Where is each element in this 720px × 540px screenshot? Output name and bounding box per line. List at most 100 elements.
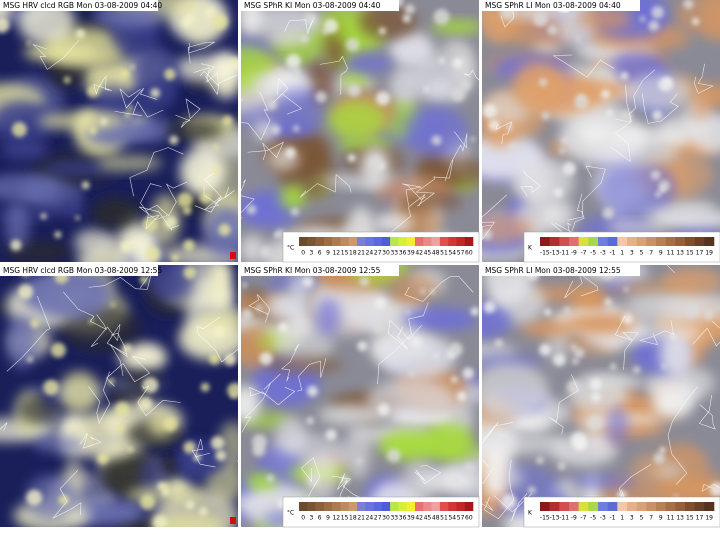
colorbar-segment xyxy=(646,237,657,246)
cloud-cell xyxy=(450,86,466,102)
colorbar-segment xyxy=(694,237,705,246)
colorbar-tick-label: 12 xyxy=(332,250,340,257)
satellite-image xyxy=(0,265,238,527)
cloud-patch xyxy=(373,213,413,233)
cloud-patch xyxy=(659,334,694,377)
border-line xyxy=(463,69,479,81)
cloud-cell xyxy=(600,89,610,99)
cloud-cell xyxy=(553,187,564,198)
colorbar-tick-label: 36 xyxy=(399,250,407,257)
colorbar-tick-label: 9 xyxy=(659,250,663,257)
cloud-cell xyxy=(223,353,237,366)
cloud-cell xyxy=(259,352,273,366)
colorbar-tick-label: 36 xyxy=(399,515,407,522)
cloud-cell xyxy=(575,36,581,42)
cloud-patch xyxy=(263,356,343,374)
border-line xyxy=(415,159,454,207)
colorbar-segment xyxy=(627,237,637,246)
cloud-cell xyxy=(142,377,159,394)
colorbar-tick-label: 48 xyxy=(432,515,440,522)
colorbar-segment xyxy=(675,502,686,511)
cloud-cell xyxy=(75,215,80,221)
border-line xyxy=(137,385,181,417)
cloud-patch xyxy=(624,73,694,111)
panel: MSG SPhR LI Mon 03-08-2009 12:55K-15 -13-… xyxy=(482,265,720,528)
colorbar-tick-label: 45 xyxy=(424,250,432,257)
border-line xyxy=(387,319,422,350)
colorbar-tick-label: 3 xyxy=(630,515,634,522)
cloud-cell xyxy=(557,462,566,471)
border-line xyxy=(552,54,615,78)
cloud-patch xyxy=(266,32,309,45)
cloud-cell xyxy=(276,68,283,75)
cloud-patch xyxy=(32,435,86,454)
cloud-cell xyxy=(375,91,390,106)
cloud-patch xyxy=(19,396,55,424)
border-line xyxy=(414,465,442,485)
colorbar-unit: °C xyxy=(287,510,294,517)
cloud-cell xyxy=(325,429,337,441)
colorbar-segment xyxy=(656,237,666,246)
cloud-cell xyxy=(559,147,566,154)
cloud-patch xyxy=(62,198,84,219)
colorbar-tick-label: -3 xyxy=(600,515,606,522)
cloud-cell xyxy=(50,342,66,358)
cloud-cell xyxy=(653,452,666,464)
cloud-cell xyxy=(573,347,585,359)
cloud-patch xyxy=(512,62,567,112)
cloud-cell xyxy=(408,370,415,377)
border-line xyxy=(200,63,238,96)
cloud-patch xyxy=(397,192,463,211)
cloud-cell xyxy=(538,78,548,87)
border-line xyxy=(493,493,532,522)
colorbar-segment xyxy=(340,502,350,511)
colorbar-tick-label: -11 xyxy=(559,250,569,257)
colorbar-segment xyxy=(431,502,441,511)
cloud-cell xyxy=(284,147,296,159)
cloud-cell xyxy=(152,515,168,527)
cloud-cell xyxy=(161,487,170,497)
cloud-cell xyxy=(369,156,382,169)
cloud-cell xyxy=(567,379,582,394)
colorbar-segment xyxy=(598,237,608,246)
colorbar-tick-label: 57 xyxy=(457,250,465,257)
cloud-cell xyxy=(209,353,221,365)
cloud-cell xyxy=(18,284,34,300)
colorbar-tick-label: -15 xyxy=(540,515,550,522)
colorbar-tick-label: 42 xyxy=(415,250,423,257)
panel-title: MSG SPhR LI Mon 03-08-2009 04:40 xyxy=(485,1,621,10)
cloud-cell xyxy=(185,500,195,510)
colorbar-segment xyxy=(656,502,666,511)
satellite-image xyxy=(482,265,720,527)
colorbar-box xyxy=(523,231,720,263)
colorbar-segment xyxy=(381,237,391,246)
cloud-cell xyxy=(107,377,115,385)
border-line xyxy=(377,302,429,385)
colorbar-unit: K xyxy=(528,245,533,252)
cloud-patch xyxy=(379,333,456,380)
colorbar-segment xyxy=(627,502,637,511)
cloud-cell xyxy=(278,322,288,332)
cloud-cell xyxy=(163,416,178,432)
border-line xyxy=(642,93,679,124)
colorbar-tick-label: 54 xyxy=(448,250,456,257)
border-line xyxy=(129,147,184,197)
colorbar-unit: °C xyxy=(287,245,294,252)
cloud-cell xyxy=(100,117,108,126)
cloud-patch xyxy=(91,196,141,230)
cloud-cell xyxy=(199,507,208,516)
colorbar-segment xyxy=(299,502,308,511)
cloud-patch xyxy=(37,112,124,130)
cloud-patch xyxy=(125,344,164,371)
colorbar-segment xyxy=(588,502,599,511)
cloud-patch xyxy=(525,284,610,304)
cloud-cell xyxy=(632,365,641,374)
border-line xyxy=(114,101,164,118)
cloud-patch xyxy=(277,87,323,115)
cloud-cell xyxy=(128,447,133,452)
colorbar-segment xyxy=(299,237,308,246)
cloud-cell xyxy=(553,353,566,366)
cloud-patch xyxy=(425,80,453,96)
border-line xyxy=(193,67,219,87)
cloud-patch xyxy=(482,362,549,419)
